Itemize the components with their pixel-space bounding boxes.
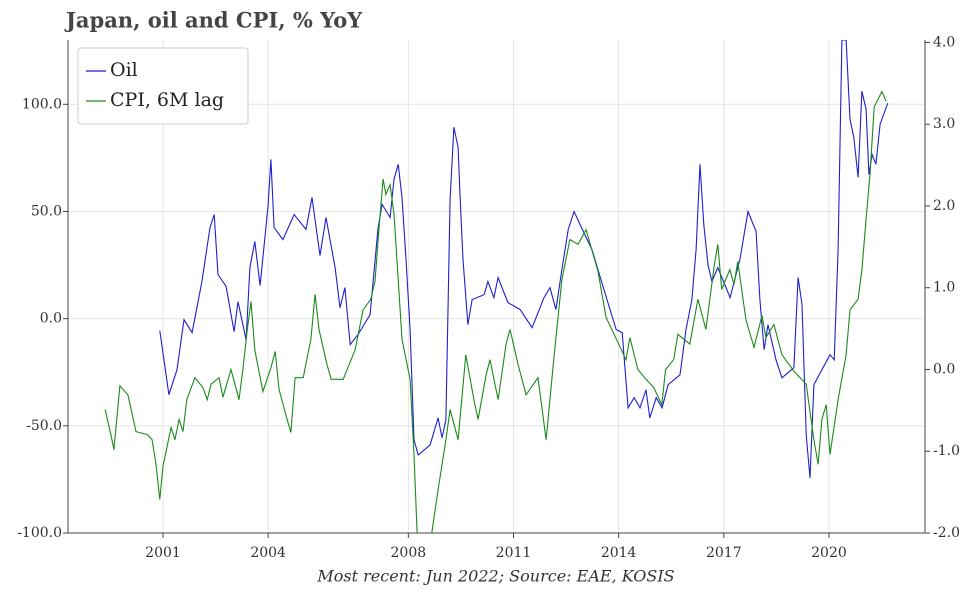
y2-tick-label: 2.0 [933, 198, 955, 214]
y2-tick-label: 3.0 [933, 116, 955, 132]
series-line [159, 40, 889, 478]
x-tick-label: 2014 [601, 545, 637, 561]
y2-tick-label: 0.0 [933, 361, 955, 377]
legend-box [77, 47, 249, 125]
y2-tick-label: -1.0 [933, 443, 960, 459]
legend-label: CPI, 6M lag [110, 89, 224, 111]
y-tick-label: 50.0 [31, 203, 62, 219]
y2-tick-label: 4.0 [933, 34, 955, 50]
x-tick-label: 2008 [391, 545, 427, 561]
y2-tick-label: -2.0 [933, 525, 960, 541]
x-tick-label: 2004 [250, 545, 286, 561]
x-tick-label: 2020 [811, 545, 847, 561]
x-tick-label: 2017 [706, 545, 742, 561]
y-tick-label: 0.0 [40, 311, 62, 327]
y-tick-label: -50.0 [26, 418, 62, 434]
y-tick-label: -100.0 [17, 525, 62, 541]
chart-title: Japan, oil and CPI, % YoY [64, 8, 363, 33]
y2-tick-label: 1.0 [933, 280, 955, 296]
x-tick-label: 2011 [496, 545, 532, 561]
y-tick-label: 100.0 [22, 96, 62, 112]
series-line [104, 90, 887, 533]
source-note: Most recent: Jun 2022; Source: EAE, KOSI… [316, 567, 674, 586]
x-tick-label: 2001 [145, 545, 181, 561]
legend-label: Oil [110, 59, 138, 81]
